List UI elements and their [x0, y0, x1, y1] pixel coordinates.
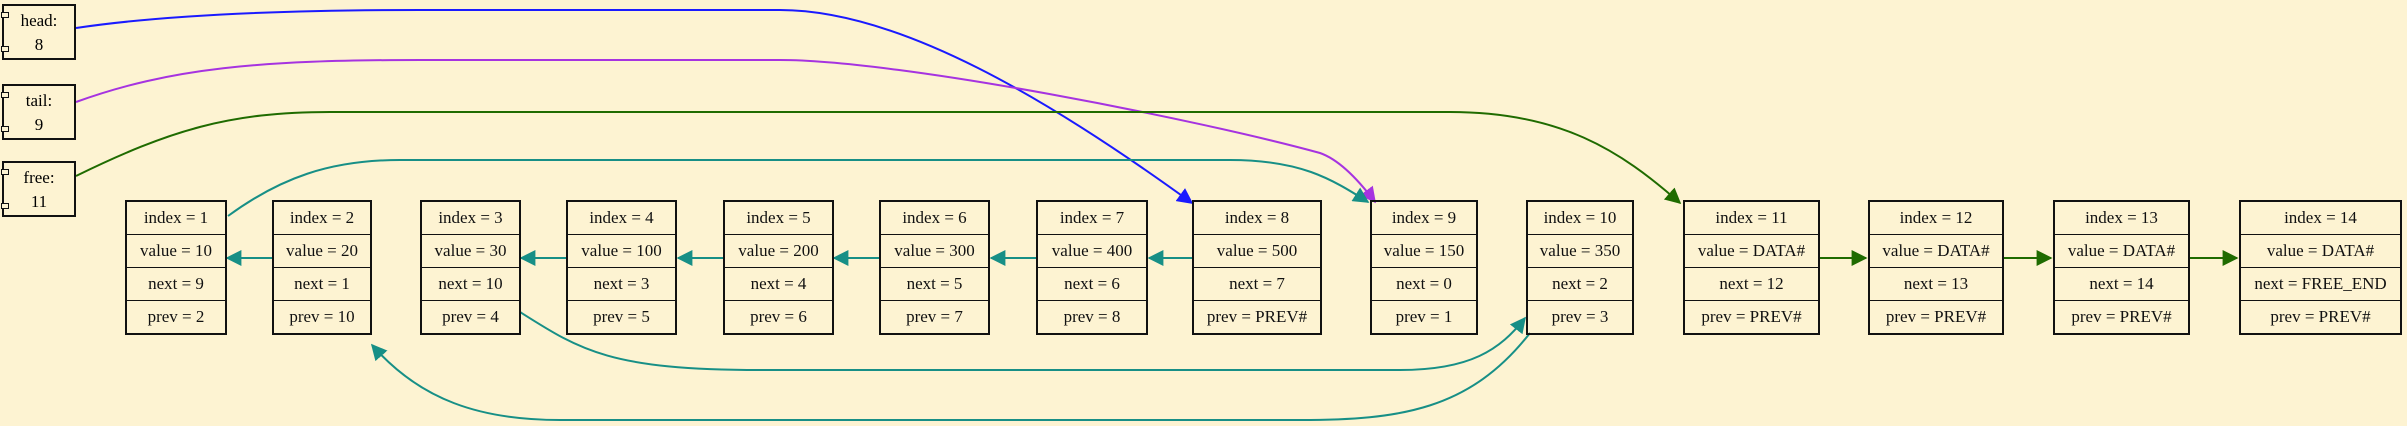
- node-prev: prev = 2: [127, 300, 225, 333]
- node-value: value = 350: [1528, 234, 1632, 267]
- head-value: 8: [34, 35, 44, 54]
- node-prev: prev = 5: [568, 300, 675, 333]
- list-node-1: index = 1 value = 10 next = 9 prev = 2: [125, 200, 227, 335]
- node-value: value = 300: [881, 234, 988, 267]
- node-value: value = 100: [568, 234, 675, 267]
- list-node-6: index = 6 value = 300 next = 5 prev = 7: [879, 200, 990, 335]
- list-node-14: index = 14 value = DATA# next = FREE_END…: [2239, 200, 2402, 335]
- next-arrow-3-10: [519, 311, 1526, 371]
- node-next: next = 6: [1038, 267, 1146, 300]
- list-node-3: index = 3 value = 30 next = 10 prev = 4: [420, 200, 521, 335]
- node-next: next = 1: [274, 267, 370, 300]
- node-index: index = 11: [1715, 208, 1788, 227]
- node-value: value = DATA#: [2055, 234, 2188, 267]
- node-index: index = 3: [438, 208, 503, 227]
- node-next: next = 10: [422, 267, 519, 300]
- node-value: value = 150: [1372, 234, 1476, 267]
- node-next: next = 0: [1372, 267, 1476, 300]
- node-next: next = 2: [1528, 267, 1632, 300]
- node-prev: prev = PREV#: [1194, 300, 1320, 333]
- node-next: next = 9: [127, 267, 225, 300]
- node-prev: prev = 6: [725, 300, 832, 333]
- node-index: index = 6: [902, 208, 967, 227]
- tail-arrow: [75, 59, 1376, 204]
- node-prev: prev = 4: [422, 300, 519, 333]
- node-index: index = 5: [746, 208, 811, 227]
- list-node-2: index = 2 value = 20 next = 1 prev = 10: [272, 200, 372, 335]
- head-arrow: [75, 9, 1194, 204]
- node-next: next = 7: [1194, 267, 1320, 300]
- node-next: next = FREE_END: [2241, 267, 2400, 300]
- free-value: 11: [30, 192, 48, 211]
- tail-pointer: tail: 9: [1, 84, 76, 140]
- list-node-5: index = 5 value = 200 next = 4 prev = 6: [723, 200, 834, 335]
- node-value: value = 400: [1038, 234, 1146, 267]
- node-next: next = 14: [2055, 267, 2188, 300]
- node-value: value = 30: [422, 234, 519, 267]
- node-index: index = 1: [143, 208, 209, 227]
- head-pointer: head: 8: [1, 4, 76, 60]
- node-next: next = 12: [1685, 267, 1818, 300]
- list-node-10: index = 10 value = 350 next = 2 prev = 3: [1526, 200, 1634, 335]
- free-arrow: [75, 111, 1682, 205]
- node-prev: prev = 1: [1372, 300, 1476, 333]
- tail-value: 9: [34, 115, 44, 134]
- tail-label: tail:: [25, 91, 53, 110]
- node-value: value = 10: [127, 234, 225, 267]
- node-next: next = 4: [725, 267, 832, 300]
- node-value: value = 20: [274, 234, 370, 267]
- head-label: head:: [20, 11, 58, 30]
- list-node-7: index = 7 value = 400 next = 6 prev = 8: [1036, 200, 1148, 335]
- next-arrow-10-2: [370, 332, 1531, 421]
- node-value: value = 200: [725, 234, 832, 267]
- node-index: index = 8: [1224, 208, 1290, 227]
- node-value: value = DATA#: [1685, 234, 1818, 267]
- node-prev: prev = 7: [881, 300, 988, 333]
- node-prev: prev = 3: [1528, 300, 1632, 333]
- node-prev: prev = PREV#: [2055, 300, 2188, 333]
- next-arrow-1-9: [227, 159, 1370, 217]
- node-value: value = DATA#: [1870, 234, 2002, 267]
- node-index: index = 13: [2085, 208, 2158, 227]
- list-node-13: index = 13 value = DATA# next = 14 prev …: [2053, 200, 2190, 335]
- node-value: value = 500: [1194, 234, 1320, 267]
- free-pointer: free: 11: [1, 161, 76, 217]
- node-value: value = DATA#: [2241, 234, 2400, 267]
- node-index: index = 4: [589, 208, 654, 227]
- list-node-4: index = 4 value = 100 next = 3 prev = 5: [566, 200, 677, 335]
- free-label: free:: [23, 168, 55, 187]
- node-next: next = 13: [1870, 267, 2002, 300]
- list-node-9: index = 9 value = 150 next = 0 prev = 1: [1370, 200, 1478, 335]
- list-node-8: index = 8 value = 500 next = 7 prev = PR…: [1192, 200, 1322, 335]
- node-index: index = 14: [2284, 208, 2357, 227]
- node-prev: prev = PREV#: [2241, 300, 2400, 333]
- node-index: index = 10: [1543, 208, 1617, 227]
- list-node-12: index = 12 value = DATA# next = 13 prev …: [1868, 200, 2004, 335]
- node-index: index = 9: [1391, 208, 1457, 227]
- list-node-11: index = 11 value = DATA# next = 12 prev …: [1683, 200, 1820, 335]
- node-prev: prev = PREV#: [1685, 300, 1818, 333]
- node-index: index = 2: [289, 208, 355, 227]
- node-index: index = 12: [1899, 208, 1973, 227]
- node-prev: prev = PREV#: [1870, 300, 2002, 333]
- node-next: next = 3: [568, 267, 675, 300]
- node-index: index = 7: [1059, 208, 1125, 227]
- node-prev: prev = 8: [1038, 300, 1146, 333]
- node-prev: prev = 10: [274, 300, 370, 333]
- node-next: next = 5: [881, 267, 988, 300]
